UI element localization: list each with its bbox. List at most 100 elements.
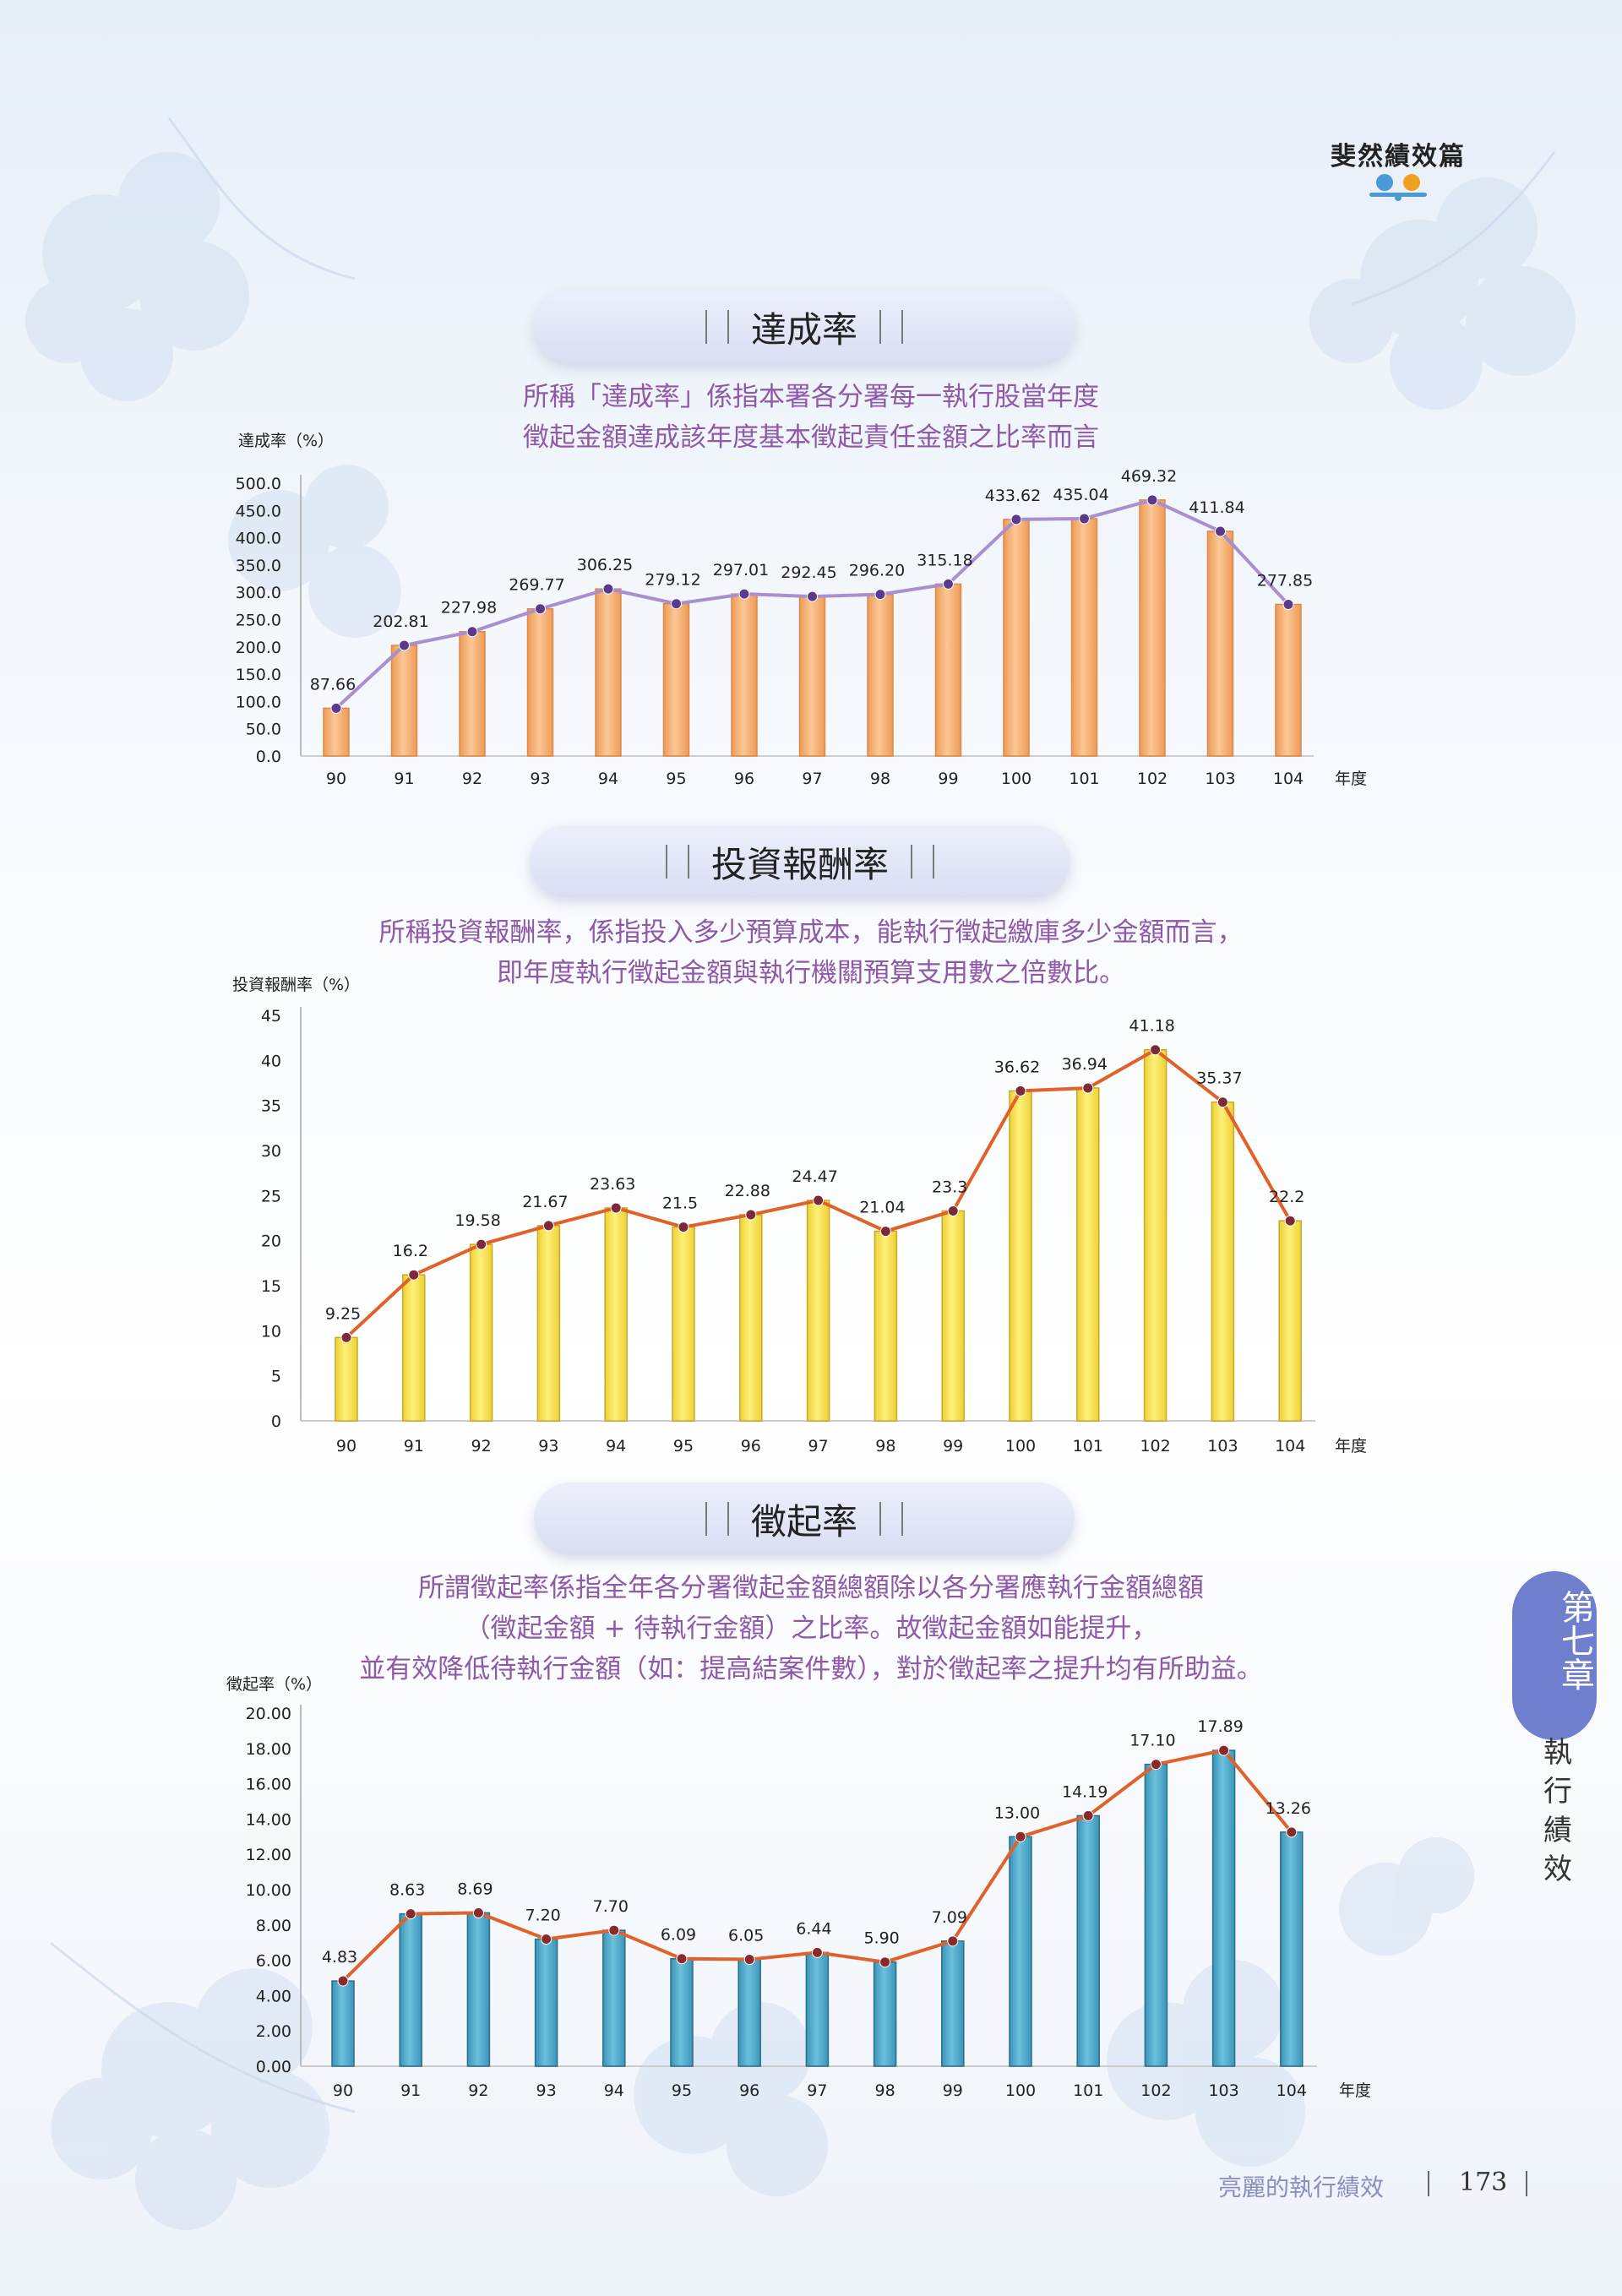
bar <box>1211 1101 1235 1422</box>
x-tick-label: 94 <box>598 770 618 788</box>
data-label: 202.81 <box>373 612 428 631</box>
data-label: 4.83 <box>322 1948 357 1967</box>
x-axis-label: 年度 <box>1335 1437 1367 1455</box>
bar <box>941 1210 965 1422</box>
section-title-text: 投資報酬率 <box>710 843 889 885</box>
data-point <box>813 1194 825 1206</box>
x-tick-label: 103 <box>1208 2081 1238 2100</box>
y-tick-label: 100.0 <box>236 693 281 711</box>
data-point <box>408 1269 420 1281</box>
bar <box>1211 1749 1236 2067</box>
y-tick-label: 40 <box>261 1052 281 1070</box>
data-point <box>405 1908 416 1920</box>
bar <box>469 1243 493 1422</box>
x-tick-label: 97 <box>802 770 822 788</box>
data-label: 7.20 <box>525 1907 560 1925</box>
description-line: 所稱投資報酬率，係指投入多少預算成本，能執行徵起繳庫多少金額而言， <box>378 917 1244 948</box>
bar <box>806 1200 830 1422</box>
y-tick-label: 30 <box>261 1142 281 1161</box>
y-tick-label: 200.0 <box>236 639 281 657</box>
x-tick-label: 102 <box>1140 2081 1171 2100</box>
data-point <box>807 590 818 602</box>
footer-title: 亮麗的執行績效 <box>1217 2174 1384 2201</box>
bar <box>805 1951 830 2067</box>
bar <box>798 596 826 757</box>
bar <box>323 707 350 757</box>
data-point <box>1082 1809 1094 1821</box>
data-point <box>1015 1085 1026 1096</box>
data-point <box>1146 494 1158 506</box>
collection-rate-chart: 徵起率（%） 0.00 2.00 4.00 6.00 8.00 10.00 12.00 14.0… <box>226 1675 1371 2100</box>
y-tick-label: 12.00 <box>246 1846 291 1864</box>
bar <box>941 1940 965 2067</box>
data-point <box>542 1220 554 1232</box>
data-point <box>1010 514 1022 525</box>
data-point <box>1216 1096 1228 1108</box>
data-point <box>1218 1744 1230 1756</box>
data-label: 24.47 <box>792 1167 837 1186</box>
x-tick-label: 104 <box>1275 1437 1305 1455</box>
data-point <box>879 1226 891 1238</box>
chapter-label: 第七章 <box>1555 1590 1594 1691</box>
data-point <box>472 1907 484 1918</box>
bar <box>604 1207 628 1422</box>
bar <box>1070 518 1098 757</box>
data-label: 41.18 <box>1129 1017 1174 1036</box>
data-label: 22.2 <box>1269 1188 1304 1206</box>
section-description: 所稱投資報酬率，係指投入多少預算成本，能執行徵起繳庫多少金額而言， 即年度執行徵… <box>0 912 1622 993</box>
data-label: 292.45 <box>781 563 836 582</box>
data-point <box>874 589 886 601</box>
data-label: 306.25 <box>577 556 633 574</box>
x-tick-label: 96 <box>739 2081 759 2100</box>
section-title-text: 徵起率 <box>750 1500 857 1542</box>
bar <box>731 593 758 757</box>
data-point <box>811 1946 823 1958</box>
x-tick-label: 96 <box>734 770 754 788</box>
data-label: 7.70 <box>593 1897 629 1916</box>
bar <box>1143 1048 1168 1422</box>
data-point <box>1015 1831 1026 1842</box>
x-tick-label: 95 <box>672 2081 692 2100</box>
x-tick-label: 101 <box>1073 2081 1103 2100</box>
data-point <box>330 702 342 714</box>
x-tick-label: 90 <box>336 1437 357 1455</box>
data-point <box>745 1209 757 1221</box>
bar <box>873 1961 897 2067</box>
data-point <box>337 1975 349 1987</box>
y-tick-label: 45 <box>261 1007 281 1026</box>
y-tick-label: 350.0 <box>236 557 281 575</box>
data-point <box>743 1954 755 1966</box>
x-tick-label: 97 <box>807 2081 827 2100</box>
data-point <box>947 1935 959 1947</box>
data-point <box>1215 525 1226 537</box>
x-tick-label: 100 <box>1005 1437 1036 1455</box>
data-label: 269.77 <box>509 576 564 595</box>
y-axis-label: 投資報酬率（%） <box>232 976 360 994</box>
bar <box>534 1938 558 2067</box>
x-axis-label: 年度 <box>1339 2081 1371 2100</box>
data-label: 227.98 <box>441 599 497 618</box>
bar <box>526 607 554 757</box>
x-tick-label: 93 <box>530 770 550 788</box>
x-tick-label: 95 <box>666 770 686 788</box>
x-tick-label: 90 <box>326 770 346 788</box>
data-point <box>476 1238 487 1250</box>
bar <box>466 1912 491 2067</box>
data-point <box>676 1953 688 1965</box>
data-label: 21.04 <box>859 1199 905 1217</box>
y-tick-label: 2.00 <box>256 2022 291 2041</box>
x-tick-label: 93 <box>538 1437 558 1455</box>
data-label: 21.5 <box>662 1194 698 1213</box>
page-number: 173 <box>1459 2168 1508 2197</box>
chapter-tab[interactable]: 第七章 <box>1512 1571 1597 1740</box>
data-point <box>671 598 682 610</box>
x-tick-label: 103 <box>1205 770 1235 788</box>
roi-chart: 投資報酬率（%） 0 5 10 15 20 25 30 35 40 45 90 91 92 93 94 95 96… <box>232 976 1367 1455</box>
y-tick-label: 10 <box>261 1322 281 1341</box>
bar <box>1076 1087 1100 1422</box>
bar <box>867 593 894 757</box>
y-tick-label: 0 <box>271 1412 281 1431</box>
bar <box>1144 1763 1168 2067</box>
data-label: 5.90 <box>863 1929 899 1948</box>
bar <box>662 602 690 757</box>
